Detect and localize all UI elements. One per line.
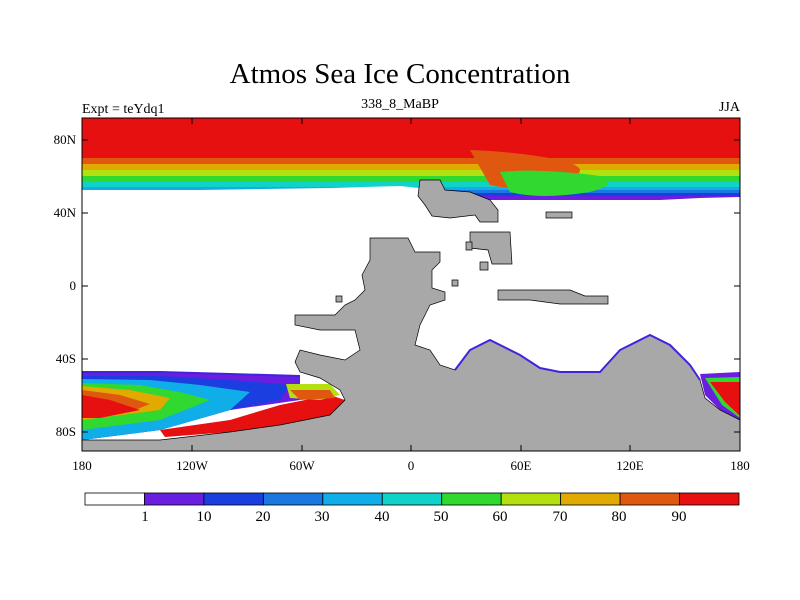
colorbar-label: 90: [671, 509, 687, 525]
land-mass: [479, 261, 489, 271]
colorbar-segment: [84, 492, 145, 506]
south-ice-band: [82, 395, 140, 418]
lon-label-180w: 180: [72, 458, 92, 473]
lon-label-0: 0: [407, 458, 415, 473]
north-ice-field: [82, 118, 740, 214]
colorbar-label: 30: [314, 509, 330, 525]
lon-label-120e: 120E: [616, 458, 644, 473]
colorbar-segment: [500, 492, 562, 506]
land-mass: [335, 295, 343, 303]
land-mass: [465, 241, 473, 251]
colorbar-segment: [381, 492, 443, 506]
colorbar-label: 70: [552, 509, 568, 525]
lon-label-60w: 60W: [289, 458, 315, 473]
colorbar-label: 80: [611, 509, 627, 525]
north-ice-band: [82, 118, 740, 158]
lat-label-40n: 40N: [53, 205, 76, 220]
land-mass: [545, 211, 573, 219]
experiment-label: Expt = teYdq1: [82, 102, 165, 117]
lat-label-0: 0: [69, 278, 77, 293]
colorbar-label: 1: [141, 509, 149, 525]
coastal-ice-line: [82, 371, 301, 377]
colorbar-label: 40: [374, 509, 390, 525]
colorbar-segment: [262, 492, 324, 506]
map-title: Atmos Sea Ice Concentration: [229, 58, 571, 90]
season-label: JJA: [718, 100, 740, 115]
axis-ticks: [82, 118, 740, 451]
colorbar-segment: [441, 492, 502, 506]
lat-label-40s: 40S: [55, 351, 76, 366]
colorbar-label: 10: [196, 509, 212, 525]
south-ice-band: [290, 390, 335, 400]
colorbar-label: 20: [255, 509, 271, 525]
south-ice-field: [82, 372, 345, 440]
coastal-ice-outline: [82, 333, 701, 381]
land-mass: [451, 279, 459, 287]
colorbar-segment: [322, 492, 383, 506]
land-mass: [82, 237, 740, 451]
map-plot-area: [82, 118, 740, 451]
land-masses: [82, 179, 740, 451]
lat-label-80n: 80N: [53, 132, 76, 147]
south-ice-band: [160, 395, 345, 437]
lon-label-120w: 120W: [176, 458, 208, 473]
land-mass: [469, 231, 513, 265]
colorbar-segment: [560, 492, 621, 506]
colorbar-segment: [144, 492, 205, 506]
colorbar-segment: [203, 492, 264, 506]
north-ice-plume: [500, 170, 608, 196]
south-ice-band: [710, 382, 740, 416]
land-mass: [497, 289, 609, 305]
lat-label-80s: 80S: [55, 424, 76, 439]
lon-label-180e: 180: [730, 458, 750, 473]
colorbar-segment: [679, 492, 740, 506]
colorbar-segment: [619, 492, 680, 506]
land-mass: [417, 179, 499, 223]
ice-free-ocean: [82, 186, 740, 214]
colorbar: [84, 492, 740, 506]
period-label: 338_8_MaBP: [361, 97, 439, 112]
colorbar-label: 60: [492, 509, 508, 525]
colorbar-label: 50: [433, 509, 449, 525]
lon-label-60e: 60E: [510, 458, 532, 473]
coastal-ice-line: [454, 333, 701, 381]
